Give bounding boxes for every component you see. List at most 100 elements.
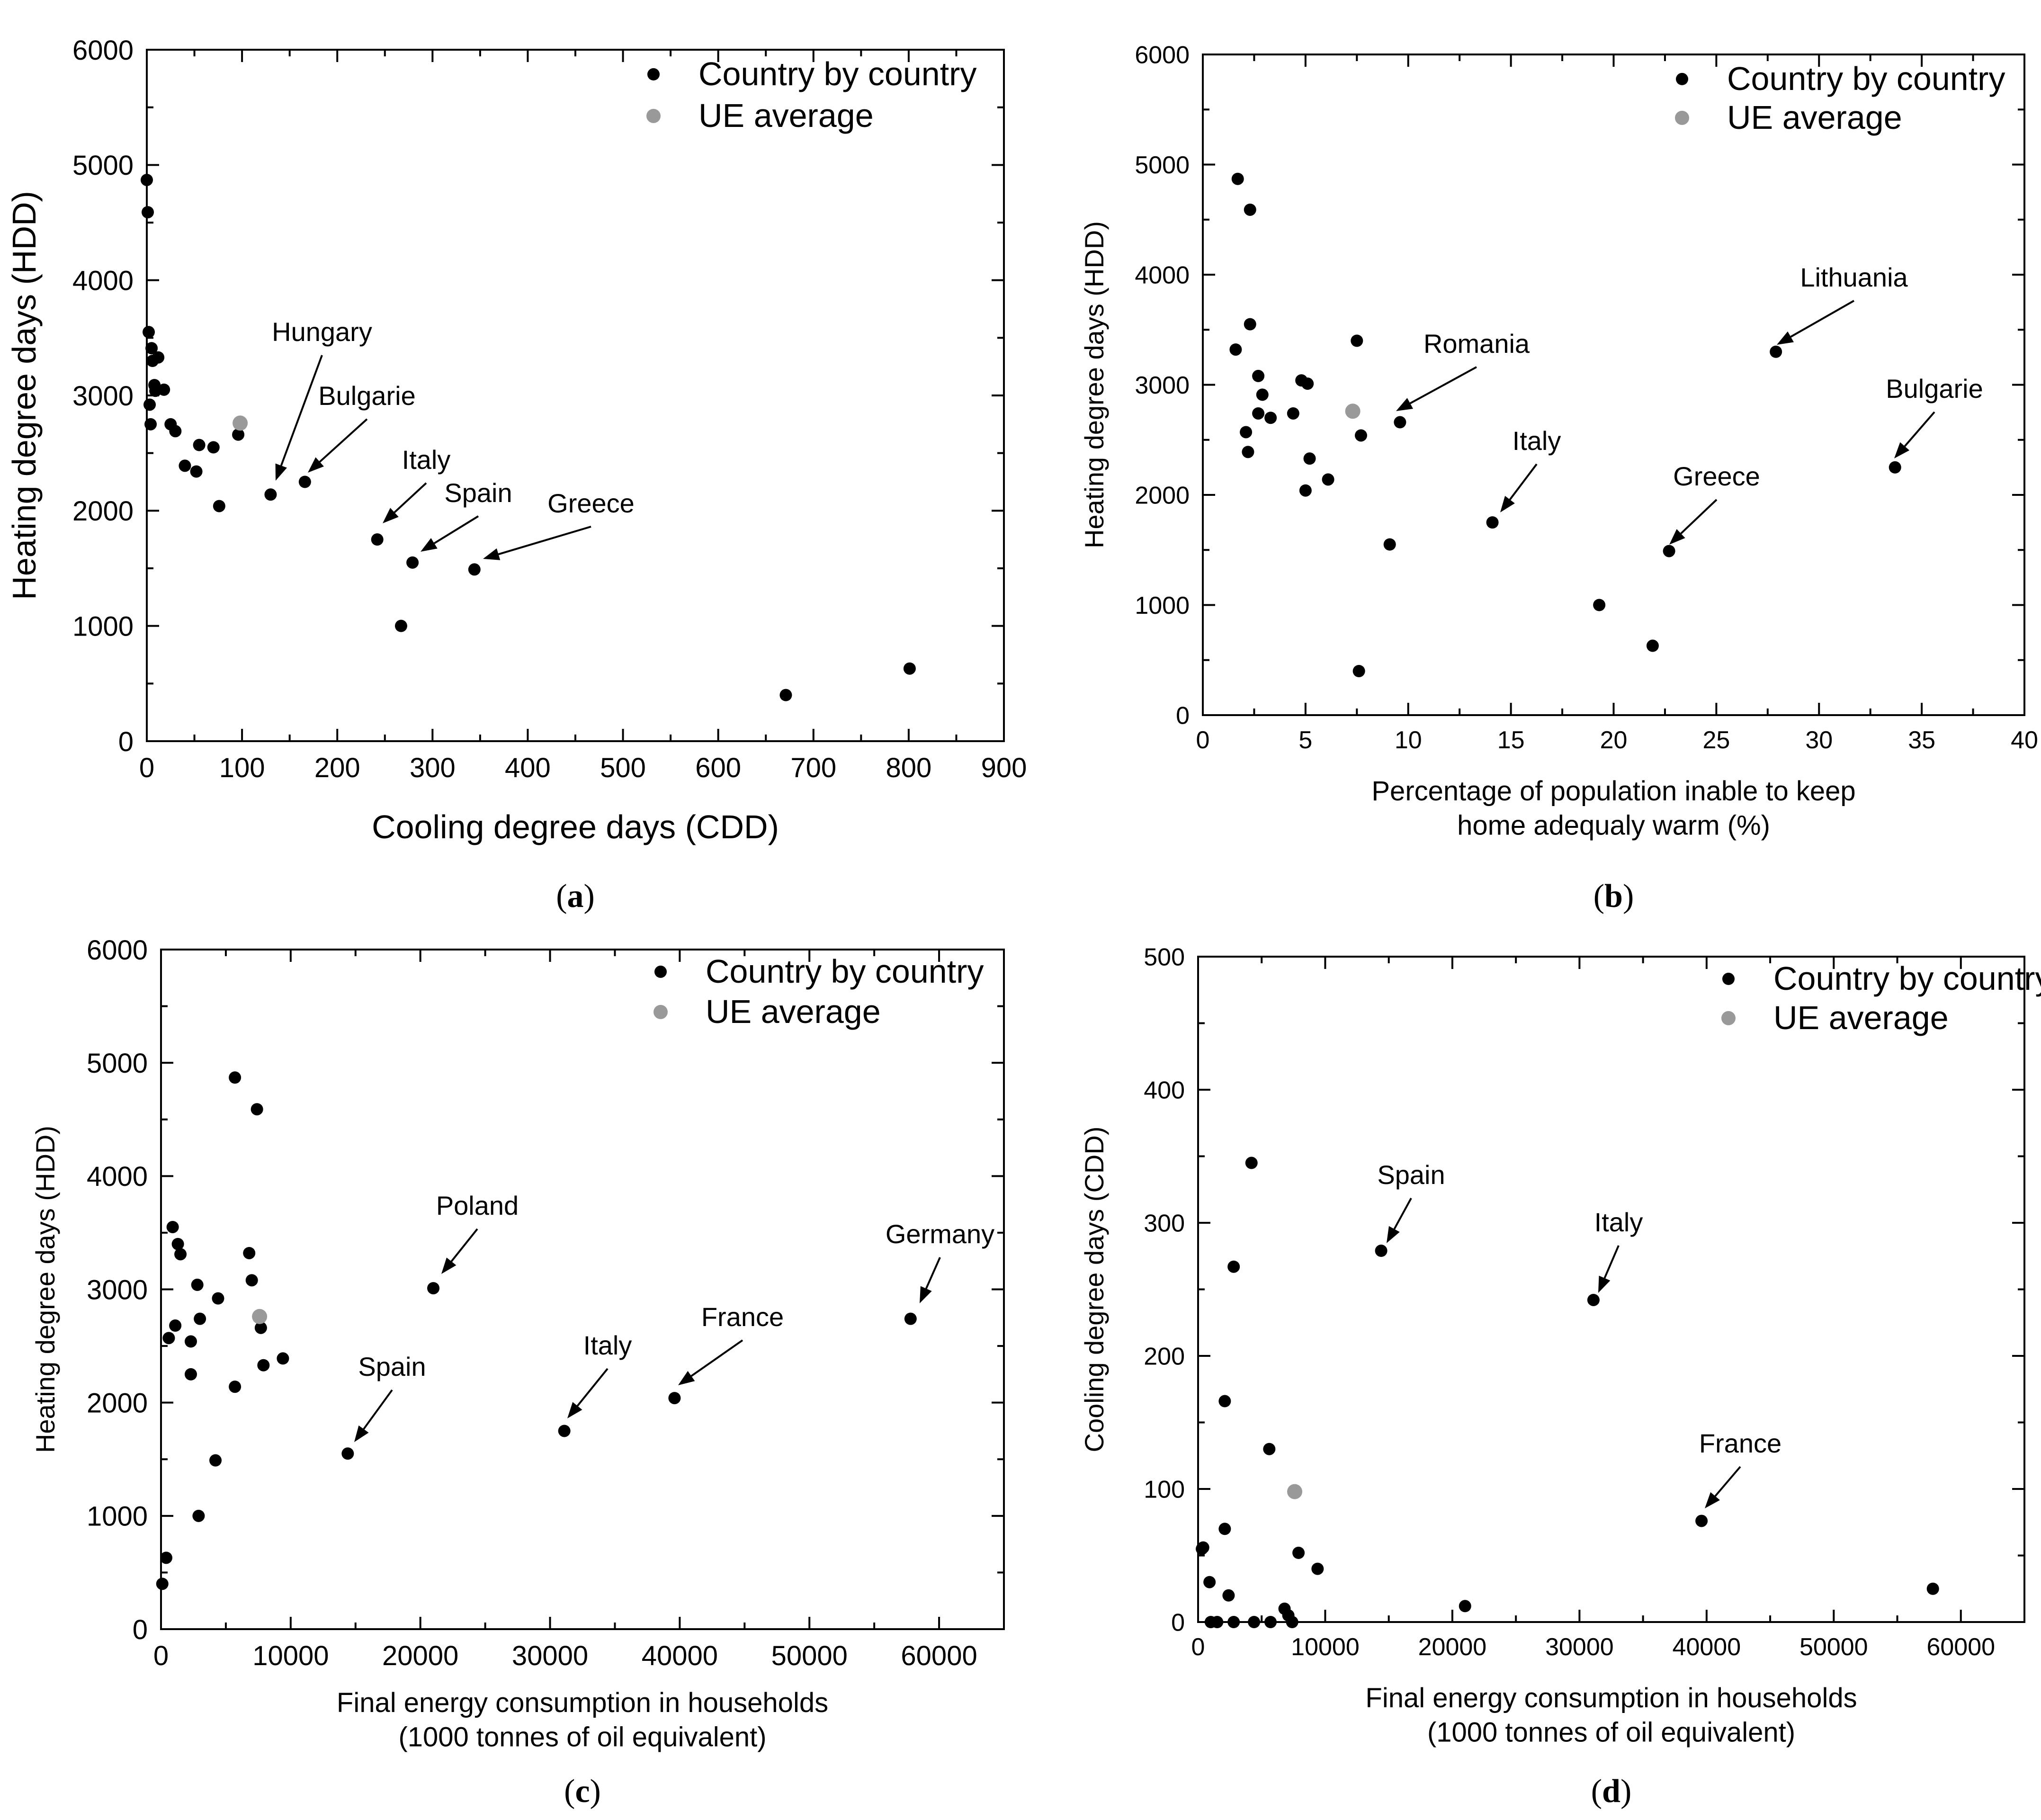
data-point bbox=[1222, 1589, 1235, 1602]
data-point-average bbox=[1287, 1484, 1303, 1499]
data-point bbox=[169, 425, 182, 438]
annotation-arrow-head bbox=[1777, 331, 1794, 345]
legend-label-country: Country by country bbox=[706, 953, 984, 990]
x-tick-label: 20 bbox=[1600, 726, 1628, 754]
data-point bbox=[184, 1368, 197, 1381]
annotation-label: Italy bbox=[1513, 426, 1561, 456]
y-tick-label: 500 bbox=[1144, 944, 1185, 971]
annotation-arrow-head bbox=[1598, 1275, 1611, 1293]
annotation-arrow-head bbox=[441, 1257, 457, 1274]
data-point bbox=[1663, 545, 1675, 557]
x-axis-title: Cooling degree days (CDD) bbox=[372, 808, 779, 845]
chart-panel-b: 0 5 10 15 20 25 30 35 40 0 1000 2000 3000 4000 5000 600… bbox=[1079, 42, 2038, 914]
chart-panel-d: 0 10000 20000 30000 40000 50000 60000 0 100 200 30… bbox=[1079, 944, 2041, 1810]
x-tick-label: 20000 bbox=[382, 1641, 458, 1671]
annotation-arrow-head bbox=[1894, 442, 1910, 458]
data-point bbox=[245, 1274, 258, 1287]
y-tick-label: 0 bbox=[1176, 702, 1190, 730]
data-point bbox=[209, 1454, 222, 1467]
data-point bbox=[1486, 516, 1499, 529]
y-tick-label: 4000 bbox=[72, 266, 134, 296]
legend-marker-average bbox=[646, 108, 661, 123]
x-tick-label: 700 bbox=[790, 753, 836, 783]
data-point bbox=[558, 1425, 571, 1437]
x-axis-title: (1000 tonnes of oil equivalent) bbox=[398, 1722, 766, 1753]
x-tick-label: 10000 bbox=[252, 1641, 329, 1671]
y-axis-title: Heating degree days (HDD) bbox=[6, 191, 43, 600]
y-tick-label: 1000 bbox=[1135, 592, 1190, 619]
annotation-arrow-head bbox=[421, 538, 438, 552]
data-point bbox=[166, 1220, 179, 1233]
data-point bbox=[903, 662, 916, 675]
x-tick-label: 50000 bbox=[1799, 1633, 1868, 1661]
annotation-arrow-head bbox=[1396, 398, 1414, 411]
x-tick-label: 50000 bbox=[771, 1641, 848, 1671]
annotation-label: Spain bbox=[1377, 1160, 1445, 1190]
data-point bbox=[184, 1335, 197, 1348]
y-axis-title: Heating degree days (HDD) bbox=[1079, 221, 1109, 548]
data-point bbox=[174, 1248, 187, 1261]
data-point bbox=[394, 619, 407, 632]
data-point bbox=[142, 206, 154, 219]
x-tick-label: 30000 bbox=[1545, 1633, 1614, 1661]
legend-marker-average bbox=[653, 1004, 668, 1019]
data-point bbox=[1211, 1616, 1224, 1628]
y-tick-label: 300 bbox=[1144, 1210, 1185, 1237]
annotation-label: France bbox=[701, 1302, 784, 1332]
annotation-arrow-head bbox=[1387, 1226, 1400, 1243]
plot-frame bbox=[1197, 956, 2025, 1623]
annotation-label: Hungary bbox=[272, 317, 372, 347]
data-point bbox=[257, 1359, 270, 1372]
annotation-arrow-line bbox=[433, 515, 479, 544]
y-tick-label: 2000 bbox=[87, 1388, 148, 1419]
data-point bbox=[1240, 426, 1253, 439]
y-tick-label: 5000 bbox=[72, 150, 134, 181]
data-point bbox=[1287, 407, 1299, 420]
data-point bbox=[1770, 345, 1782, 358]
annotation-arrow-head bbox=[354, 1425, 369, 1442]
y-tick-label: 3000 bbox=[87, 1274, 148, 1305]
annotation-label: Bulgarie bbox=[318, 381, 415, 411]
annotation-arrow-line bbox=[1904, 411, 1935, 447]
y-tick-label: 6000 bbox=[1135, 42, 1190, 69]
data-point bbox=[1295, 374, 1308, 387]
data-point bbox=[1252, 369, 1265, 382]
y-tick-label: 6000 bbox=[87, 935, 148, 966]
y-tick-label: 100 bbox=[1144, 1476, 1185, 1504]
annotation-arrow-line bbox=[690, 1339, 743, 1377]
data-point bbox=[1256, 388, 1269, 401]
data-point bbox=[1264, 1616, 1277, 1628]
data-point bbox=[1229, 343, 1242, 356]
legend-label-average: UE average bbox=[1727, 99, 1902, 136]
x-tick-label: 0 bbox=[153, 1641, 169, 1671]
x-tick-label: 60000 bbox=[1926, 1633, 1995, 1661]
x-tick-label: 15 bbox=[1497, 726, 1525, 754]
x-tick-label: 10000 bbox=[1291, 1633, 1360, 1661]
x-tick-label: 0 bbox=[1196, 726, 1210, 754]
panel-label: (d) bbox=[1591, 1773, 1632, 1810]
data-point bbox=[193, 439, 206, 451]
data-point bbox=[1197, 1541, 1209, 1554]
data-point bbox=[1587, 1293, 1600, 1306]
data-point-average bbox=[252, 1309, 268, 1324]
data-point bbox=[1383, 538, 1396, 551]
chart-panel-a: 0 100 200 300 400 500 600 700 800 900 0 1000 2000 300… bbox=[6, 35, 1027, 914]
annotation-arrow-line bbox=[1790, 300, 1854, 338]
annotation-label: Poland bbox=[436, 1191, 519, 1220]
data-point bbox=[1352, 665, 1365, 677]
x-tick-label: 900 bbox=[981, 753, 1027, 783]
data-point bbox=[229, 1381, 242, 1393]
x-tick-label: 5 bbox=[1298, 726, 1312, 754]
annotation-arrow-head bbox=[567, 1402, 582, 1418]
annotation-arrow-line bbox=[925, 1257, 941, 1289]
x-axis-title: home adequaly warm (%) bbox=[1457, 810, 1770, 841]
annotation-arrow-head bbox=[483, 548, 501, 560]
data-point bbox=[229, 1071, 242, 1084]
annotation-label: France bbox=[1699, 1428, 1781, 1458]
annotation-label: Spain bbox=[358, 1352, 426, 1381]
annotation-label: Italy bbox=[1594, 1207, 1643, 1237]
legend-label-average: UE average bbox=[1773, 999, 1949, 1036]
annotation-arrow-line bbox=[450, 1228, 478, 1262]
